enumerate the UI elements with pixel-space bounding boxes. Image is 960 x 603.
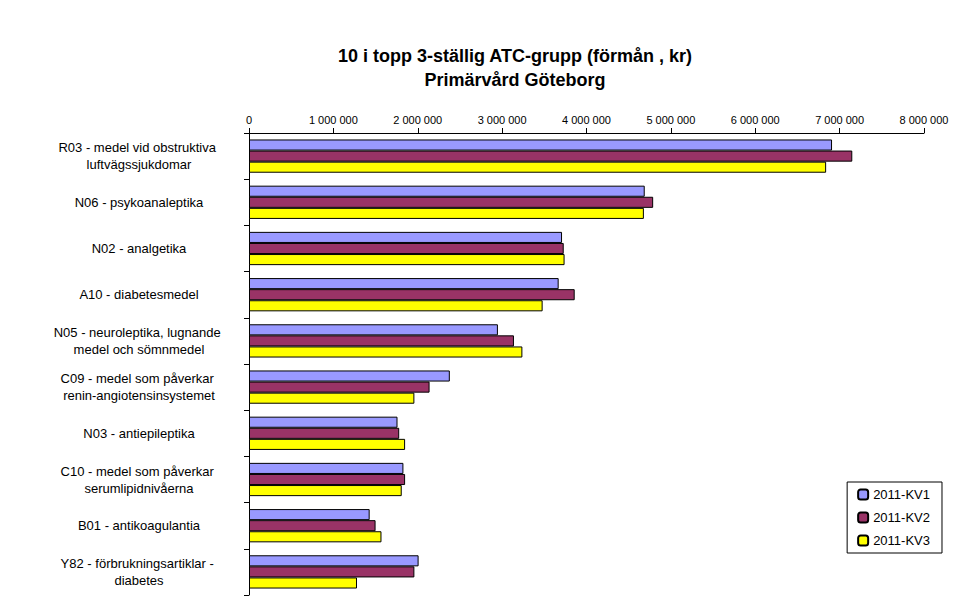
svg-text:R03 - medel vid obstruktiva: R03 - medel vid obstruktiva — [58, 140, 219, 155]
svg-text:N06 - psykoanaleptika: N06 - psykoanaleptika — [75, 195, 204, 210]
svg-text:renin-angiotensinsystemet: renin-angiotensinsystemet — [63, 388, 215, 403]
svg-text:4 000 000: 4 000 000 — [562, 114, 611, 126]
svg-text:B01 - antikoagulantia: B01 - antikoagulantia — [78, 518, 201, 533]
svg-text:10 i topp 3-ställig ATC-grupp: 10 i topp 3-ställig ATC-grupp (förmån , … — [338, 46, 692, 66]
svg-text:N05 - neuroleptika, lugnande: N05 - neuroleptika, lugnande — [54, 325, 225, 340]
svg-text:N03 - antiepileptika: N03 - antiepileptika — [83, 426, 195, 441]
svg-text:3 000 000: 3 000 000 — [478, 114, 527, 126]
svg-text:N02 - analgetika: N02 - analgetika — [92, 241, 187, 256]
svg-text:5 000 000: 5 000 000 — [646, 114, 695, 126]
svg-text:1 000 000: 1 000 000 — [309, 114, 358, 126]
svg-text:2011-KV2: 2011-KV2 — [873, 510, 930, 525]
svg-text:medel och sömnmedel: medel och sömnmedel — [74, 342, 205, 357]
svg-text:C10 - medel som påverkar: C10 - medel som påverkar — [61, 464, 218, 479]
svg-text:Primärvård Göteborg: Primärvård Göteborg — [424, 70, 605, 90]
svg-text:0: 0 — [246, 114, 252, 126]
svg-text:2011-KV3: 2011-KV3 — [873, 533, 930, 548]
svg-text:2 000 000: 2 000 000 — [393, 114, 442, 126]
svg-text:luftvägssjukdomar: luftvägssjukdomar — [87, 157, 192, 172]
svg-text:serumlipidnivåerna: serumlipidnivåerna — [84, 481, 194, 496]
svg-text:A10 - diabetesmedel: A10 - diabetesmedel — [79, 287, 198, 302]
svg-text:C09 - medel som påverkar: C09 - medel som påverkar — [61, 371, 218, 386]
svg-text:diabetes: diabetes — [114, 573, 164, 588]
svg-text:Y82 - förbrukningsartiklar -: Y82 - förbrukningsartiklar - — [61, 556, 218, 571]
svg-text:2011-KV1: 2011-KV1 — [873, 487, 930, 502]
svg-text:8 000 000: 8 000 000 — [900, 114, 949, 126]
svg-text:7 000 000: 7 000 000 — [815, 114, 864, 126]
svg-text:6 000 000: 6 000 000 — [731, 114, 780, 126]
